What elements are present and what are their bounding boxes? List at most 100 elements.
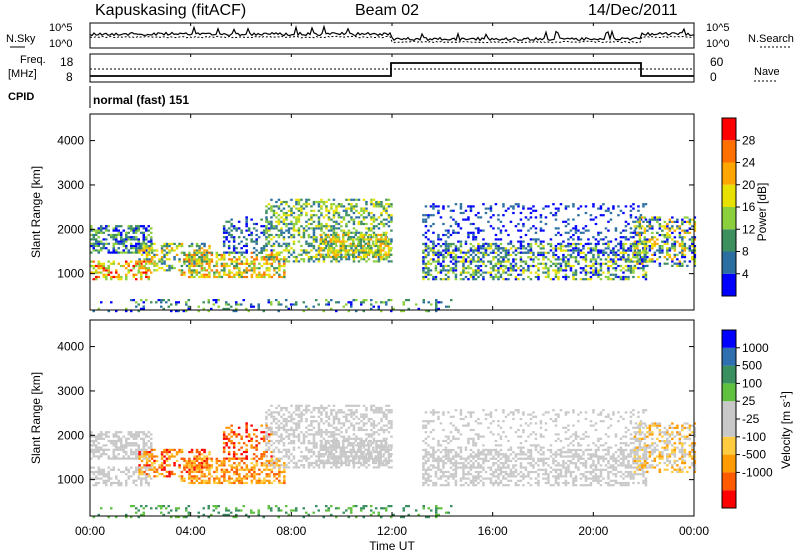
range-gate-cell [117,247,120,250]
range-gate-cell [227,433,231,436]
range-gate-cell [112,466,115,469]
range-gate-cell [624,251,628,254]
range-gate-cell [572,247,575,250]
range-gate-cell [275,433,278,436]
range-gate-cell [145,481,148,485]
range-gate-cell [385,415,388,418]
range-gate-cell [435,310,438,313]
range-gate-cell [504,260,508,263]
range-gate-cell [290,207,293,210]
range-gate-cell [427,271,430,274]
range-gate-cell [342,439,345,443]
range-gate-cell [220,262,224,265]
range-gate-cell [382,437,386,440]
range-gate-cell [539,240,543,243]
range-gate-cell [367,227,371,230]
range-gate-cell [362,233,365,237]
range-gate-cell [292,205,296,208]
range-gate-cell [220,462,224,465]
range-gate-cell [360,214,363,217]
range-gate-cell [267,203,271,206]
range-gate-cell [442,222,445,226]
range-gate-cell [168,245,171,248]
range-gate-cell [444,273,448,276]
range-gate-cell [559,262,563,265]
range-gate-cell [499,262,503,265]
range-gate-cell [215,253,219,257]
range-gate-cell [577,207,580,210]
range-gate-cell [317,455,321,458]
range-gate-cell [681,236,684,239]
range-gate-cell [250,437,253,440]
range-gate-cell [474,269,478,272]
range-gate-cell [233,275,236,279]
range-gate-cell [315,238,318,241]
range-gate-cell [168,455,171,458]
range-gate-cell [332,439,335,443]
range-gate-cell [292,240,296,243]
range-gate-cell [125,307,128,310]
range-gate-cell [347,461,351,465]
range-gate-cell [345,303,348,306]
range-gate-cell [163,249,166,252]
range-gate-cell [250,479,254,482]
range-gate-cell [452,267,455,270]
range-gate-cell [447,278,450,281]
range-gate-cell [424,256,428,259]
range-gate-cell [188,275,191,279]
range-gate-cell [352,258,356,261]
range-gate-cell [185,462,189,465]
range-gate-cell [325,200,328,204]
range-gate-cell [265,220,268,223]
range-gate-cell [267,446,271,449]
range-gate-cell [424,218,428,221]
range-gate-cell [479,273,483,276]
range-gate-cell [140,484,143,487]
range-gate-cell [417,307,420,310]
colorbar-tick-label: 4 [742,267,749,281]
range-gate-cell [130,453,133,456]
range-gate-cell [484,242,488,245]
range-gate-cell [100,271,103,274]
range-gate-cell [544,222,548,226]
range-gate-cell [467,267,470,270]
range-gate-cell [479,251,483,254]
range-gate-cell [367,433,371,436]
range-gate-cell [302,301,305,304]
range-gate-cell [142,307,145,310]
range-gate-cell [263,462,266,465]
range-gate-cell [115,242,118,245]
range-gate-cell [427,262,430,265]
range-gate-cell [329,244,332,248]
range-gate-cell [275,200,278,204]
range-gate-cell [387,411,391,414]
range-gate-cell [90,466,93,469]
range-gate-cell [238,473,241,476]
range-gate-cell [350,424,353,427]
range-gate-cell [112,453,115,456]
range-gate-cell [127,470,130,474]
range-gate-cell [277,260,281,263]
range-gate-cell [572,275,575,279]
range-gate-cell [683,220,687,223]
range-gate-cell [215,459,219,463]
range-gate-cell [342,444,345,447]
range-gate-cell [205,275,209,279]
range-gate-cell [612,267,615,270]
range-gate-cell [260,275,264,279]
range-gate-cell [145,247,149,250]
range-gate-cell [464,258,468,261]
range-gate-cell [357,437,361,440]
range-gate-cell [238,269,241,272]
range-gate-cell [223,256,226,259]
range-gate-cell [205,479,209,482]
range-gate-cell [547,205,550,208]
range-gate-cell [238,462,241,465]
range-gate-cell [639,267,643,270]
range-gate-cell [247,310,250,313]
range-gate-cell [504,256,508,259]
range-gate-cell [287,466,291,469]
range-gate-cell [509,253,513,257]
range-gate-cell [564,256,568,259]
range-gate-cell [559,242,563,245]
